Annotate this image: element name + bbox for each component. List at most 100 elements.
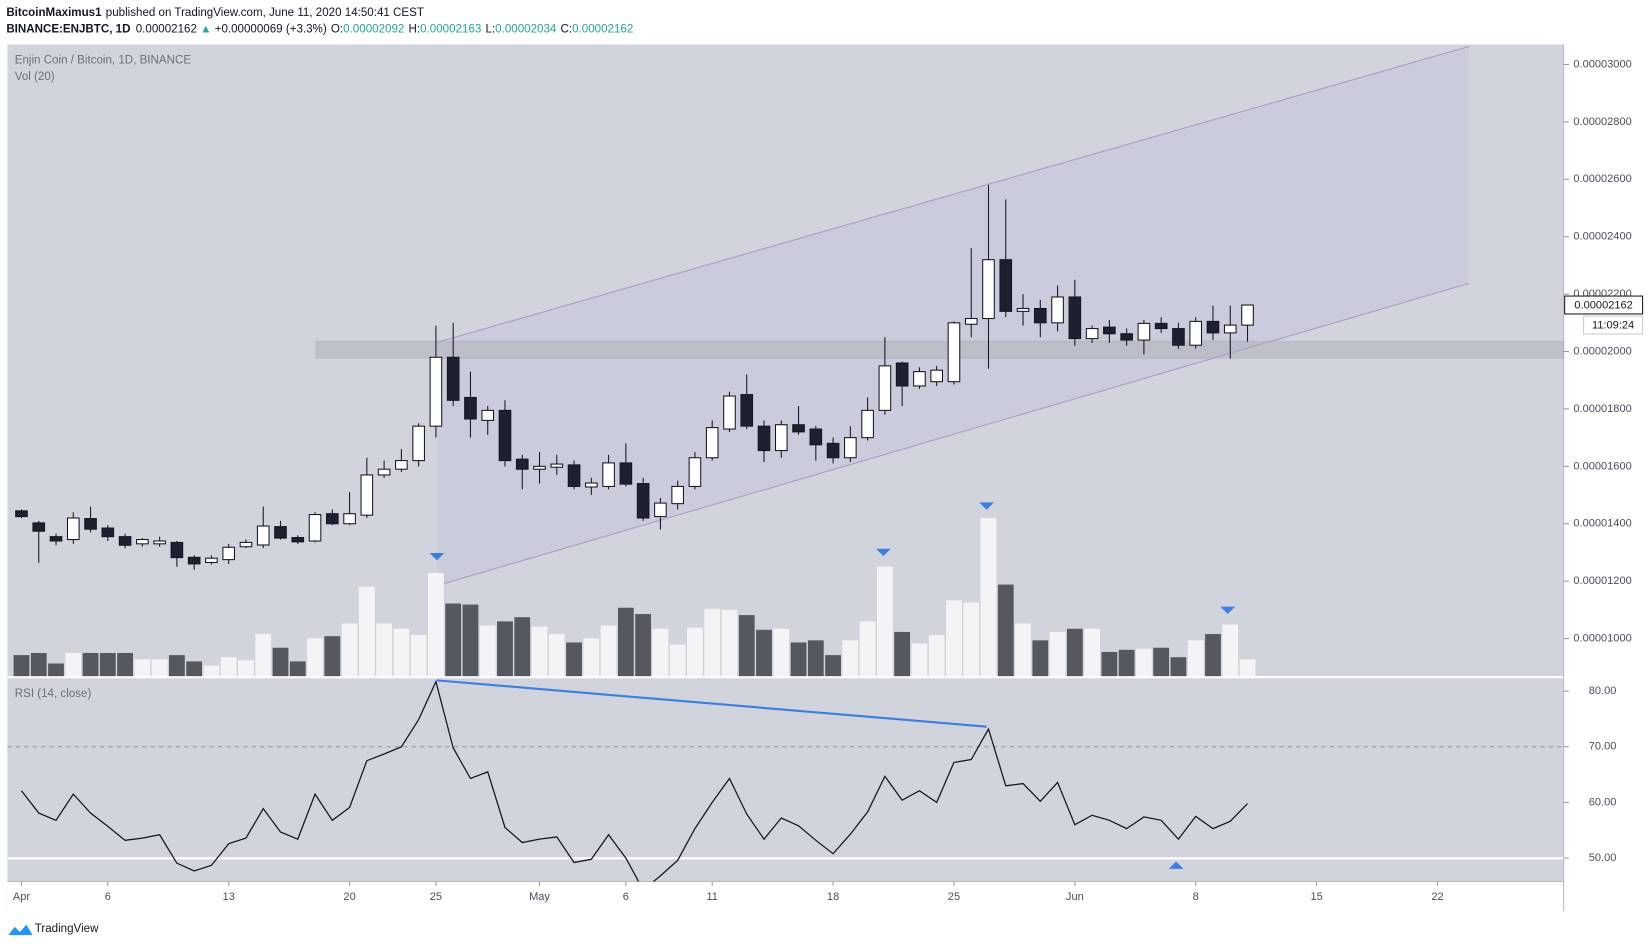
candle-body <box>32 522 46 532</box>
candle-body <box>809 428 823 446</box>
rsi-tick-label: 70.00 <box>1589 741 1617 753</box>
channel-line <box>436 282 1469 587</box>
volume-bar <box>928 635 945 677</box>
volume-bar <box>876 566 893 677</box>
candle-body <box>1172 328 1185 346</box>
candle-body <box>153 540 166 545</box>
arrow: ▲ <box>200 24 211 36</box>
volume-bar <box>1153 647 1170 677</box>
candle-body <box>187 556 201 565</box>
author: BitcoinMaximus1 <box>6 7 102 19</box>
axes: 0.00003000 0.00002800 0.00002600 0.00002400… <box>13 58 1632 903</box>
candle-body <box>585 482 598 488</box>
volume-bar <box>514 617 531 677</box>
candle-body <box>757 425 771 452</box>
volume-bar <box>13 655 30 677</box>
candle-body <box>671 485 684 505</box>
volume-bar <box>859 621 876 677</box>
candle-body <box>999 259 1013 312</box>
volume-bar <box>203 665 220 677</box>
candle-body <box>84 518 97 530</box>
volume-bar <box>255 634 272 677</box>
x-tick-label: Jun <box>1066 891 1084 903</box>
volume-bar <box>790 642 807 677</box>
volume-bar <box>410 635 427 677</box>
volume-bar <box>1118 649 1135 677</box>
price-pane <box>13 185 1256 677</box>
candle-body <box>498 409 512 462</box>
volume-bar <box>48 663 64 677</box>
volume-bar <box>1205 634 1221 677</box>
volume-bar <box>151 659 168 677</box>
candle-body <box>15 510 28 518</box>
x-tick-label: 8 <box>1193 891 1199 903</box>
volume-bar <box>117 652 133 677</box>
rsi-title: RSI (14, close) <box>15 688 92 700</box>
candle-body <box>377 468 391 476</box>
volume-bar <box>307 638 323 677</box>
brand-name: TradingView <box>35 923 99 935</box>
y-tick-label: 0.00001000 <box>1573 632 1631 644</box>
candle-body <box>49 536 63 542</box>
volume-bar <box>1015 623 1031 677</box>
candle-body <box>446 356 460 401</box>
candle-body <box>118 536 132 546</box>
candle-body <box>550 463 564 468</box>
volume-bar <box>531 626 548 677</box>
x-tick-label: 6 <box>623 891 629 903</box>
volume-bar <box>393 628 410 677</box>
candle-body <box>774 424 788 452</box>
volume-bar <box>1049 631 1066 677</box>
candle-body <box>688 457 702 487</box>
x-tick-label: 25 <box>430 891 442 903</box>
candle-body <box>861 409 874 439</box>
candle-body <box>222 546 236 561</box>
candle-body <box>464 396 477 420</box>
candle-body <box>291 536 305 543</box>
candle-body <box>101 527 115 538</box>
candle-body <box>792 424 805 433</box>
y-tick-label: 0.00002800 <box>1573 116 1631 128</box>
x-tick-label: May <box>529 891 550 903</box>
candle-body <box>308 514 322 542</box>
x-tick-label: 25 <box>948 891 960 903</box>
volume-bar <box>583 638 600 677</box>
channel-line <box>436 46 1469 343</box>
last: 0.00002162 <box>136 24 197 36</box>
volume-bar <box>1187 640 1204 677</box>
candle-body <box>1189 320 1203 346</box>
rsi-line <box>20 679 1248 882</box>
volume-bar <box>479 625 496 677</box>
volume-bar <box>997 584 1014 677</box>
quote-line: BINANCE:ENJBTC, 1D 0.00002162 ▲ +0.00000069… <box>6 24 633 36</box>
volume-title: Vol (20) <box>15 71 55 83</box>
candle-body <box>964 317 978 325</box>
y-tick-label: 0.00001400 <box>1573 518 1631 530</box>
volume-bar <box>548 634 565 677</box>
symbol: BINANCE:ENJBTC, 1D <box>6 24 130 36</box>
quote-label: H: <box>409 24 421 36</box>
candle-body <box>1137 322 1151 341</box>
candle-body <box>654 502 667 518</box>
candle-body <box>826 442 840 459</box>
marker <box>979 502 994 510</box>
candle-body <box>1033 307 1047 324</box>
volume-bar <box>1136 648 1152 677</box>
volume-bar <box>428 572 444 677</box>
signal-markers <box>429 502 1236 869</box>
y-tick-label: 0.00001800 <box>1573 403 1631 415</box>
volume-bar <box>1101 651 1118 677</box>
price-label-box <box>1564 295 1644 315</box>
candle-body <box>360 474 374 516</box>
candle-body <box>947 322 961 383</box>
x-tick-label: Apr <box>13 891 31 903</box>
volume-bar <box>1222 624 1239 677</box>
y-tick-label: 0.00002000 <box>1573 345 1631 357</box>
quote-value: 0.00002092 <box>343 24 404 36</box>
y-tick-label: 0.00001200 <box>1573 575 1631 587</box>
candle-body <box>636 483 650 519</box>
y-tick-label: 0.00001600 <box>1573 460 1631 472</box>
volume-bar <box>99 652 116 677</box>
rsi-tick-label: 80.00 <box>1589 685 1617 697</box>
